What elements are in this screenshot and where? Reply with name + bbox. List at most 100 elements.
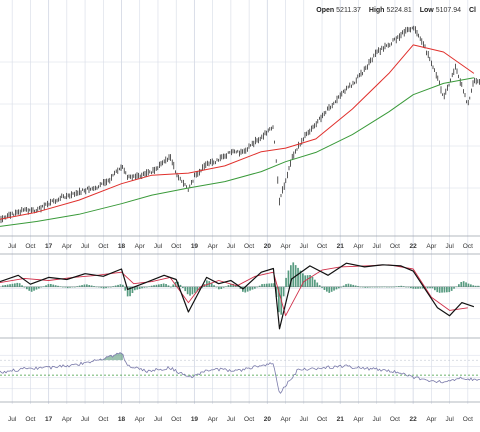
histogram-bar (192, 287, 194, 295)
histogram-bar (172, 285, 174, 287)
histogram-bar (105, 287, 107, 288)
histogram-bar (468, 284, 470, 287)
histogram-bar (465, 282, 467, 286)
x-axis-top-tick-label: Jul (154, 243, 163, 250)
histogram-bar (271, 283, 273, 287)
histogram-bar (343, 286, 345, 287)
histogram-bar (297, 268, 299, 287)
histogram-bar (405, 287, 407, 288)
histogram-bar (19, 283, 21, 287)
histogram-bar (472, 285, 474, 287)
histogram-bar (352, 285, 354, 287)
histogram-bar (451, 287, 453, 291)
histogram-bar (348, 284, 350, 287)
x-axis-top-tick-label: 21 (337, 243, 345, 250)
histogram-bar (84, 285, 86, 287)
histogram-bar (170, 287, 172, 288)
x-axis-bottom-tick-label: Oct (25, 416, 35, 423)
histogram-bar (307, 275, 309, 287)
x-axis-bottom-tick-label: 19 (191, 416, 199, 423)
histogram-bar (43, 286, 45, 287)
histogram-bar (386, 287, 388, 288)
histogram-bar (60, 286, 62, 287)
histogram-bar (324, 287, 326, 290)
histogram-bar (326, 287, 328, 292)
histogram-bar (376, 287, 378, 288)
histogram-bar (381, 287, 383, 288)
histogram-bar (14, 283, 16, 287)
histogram-bar (184, 287, 186, 291)
histogram-bar (76, 286, 78, 287)
histogram-bar (88, 285, 90, 287)
histogram-bar (67, 287, 69, 288)
histogram-bar (446, 287, 448, 293)
x-axis-top-tick-label: 18 (118, 243, 126, 250)
histogram-bar (393, 287, 395, 288)
histogram-bar (122, 285, 124, 287)
histogram-bar (103, 287, 105, 289)
histogram-bar (283, 287, 285, 297)
histogram-bar (115, 286, 117, 287)
histogram-bar (254, 287, 256, 289)
x-axis-top-tick-label: Oct (171, 243, 181, 250)
histogram-bar (124, 287, 126, 291)
histogram-bar (153, 285, 155, 287)
histogram-bar (146, 287, 148, 288)
ratio-line (0, 353, 480, 394)
histogram-bar (362, 287, 364, 288)
histogram-bar (412, 287, 414, 289)
histogram-bar (62, 287, 64, 288)
histogram-bar (436, 287, 438, 292)
macd-signal-line (0, 265, 468, 316)
histogram-bar (24, 287, 26, 288)
open-label: Open (316, 7, 334, 14)
histogram-bar (345, 284, 347, 287)
x-axis-top-tick-label: Apr (208, 243, 219, 250)
histogram-bar (165, 284, 167, 287)
x-axis-bottom-tick-label: 17 (45, 416, 53, 423)
histogram-bar (206, 280, 208, 286)
histogram-bar (141, 287, 143, 289)
histogram-bar (444, 287, 446, 293)
x-axis-bottom-tick-label: 21 (337, 416, 345, 423)
x-axis-top-tick-label: Jul (8, 243, 17, 250)
histogram-bar (223, 287, 225, 288)
histogram-bar (31, 287, 33, 292)
x-axis-bottom-tick-label: Apr (353, 416, 364, 423)
histogram-bar (398, 286, 400, 287)
histogram-bar (261, 284, 263, 287)
histogram-bar (400, 286, 402, 287)
histogram-bar (432, 287, 434, 289)
histogram-bar (40, 287, 42, 288)
histogram-bar (228, 285, 230, 287)
histogram-bar (2, 285, 4, 286)
histogram-bar (369, 287, 371, 288)
histogram-bar (79, 286, 81, 287)
x-axis-bottom-tick-label: Apr (281, 416, 292, 423)
histogram-bar (441, 287, 443, 293)
histogram-bar (50, 284, 52, 287)
histogram-bar (144, 287, 146, 288)
histogram-bar (151, 286, 153, 287)
histogram-bar (463, 281, 465, 287)
histogram-bar (453, 287, 455, 289)
histogram-bar (216, 287, 218, 288)
histogram-bar (26, 287, 28, 289)
x-axis-bottom-tick-label: Apr (62, 416, 73, 423)
histogram-bar (357, 286, 359, 287)
histogram-bar (112, 286, 114, 287)
histogram-bar (225, 286, 227, 287)
histogram-bar (33, 287, 35, 291)
x-axis-top-tick-label: Oct (317, 243, 327, 250)
x-axis-top-tick-label: Apr (426, 243, 437, 250)
histogram-bar (408, 287, 410, 288)
x-axis-top-tick-label: 20 (264, 243, 272, 250)
x-axis-top-tick-label: Oct (244, 243, 254, 250)
histogram-bar (96, 287, 98, 288)
histogram-bar (189, 287, 191, 296)
histogram-bar (52, 285, 54, 287)
histogram-bar (355, 286, 357, 287)
histogram-bar (160, 284, 162, 287)
